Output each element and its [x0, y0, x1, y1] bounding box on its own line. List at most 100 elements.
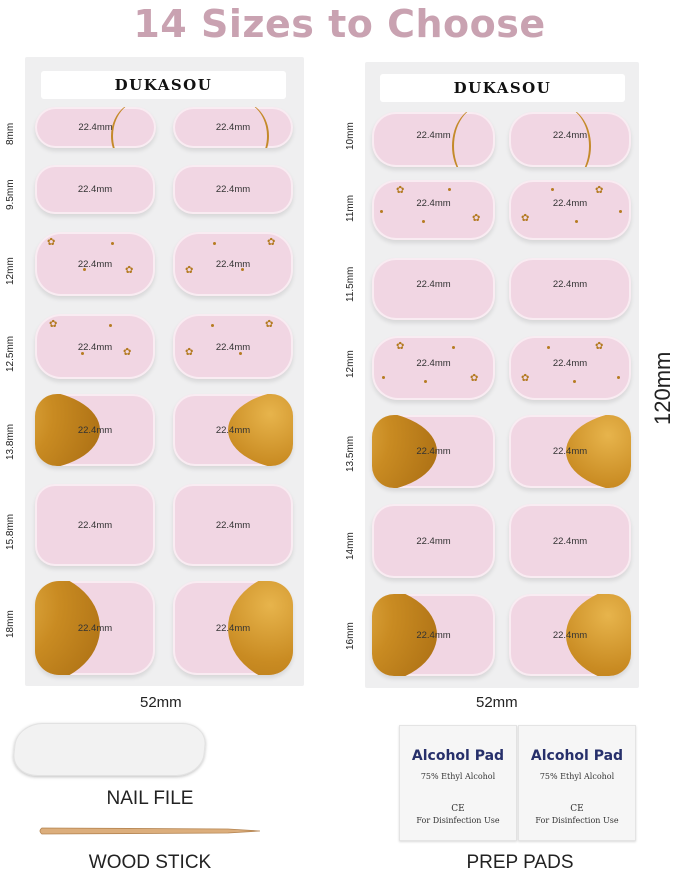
nail-sticker: 22.4mm	[372, 112, 495, 167]
flower-icon: ✿	[185, 265, 194, 276]
nail-sticker: 22.4mm	[35, 165, 155, 214]
size-label: 13.8mm	[5, 423, 16, 460]
nail-length-label: 22.4mm	[416, 279, 451, 290]
nail-sticker: 22.4mm	[372, 258, 495, 320]
nail-length-label: 22.4mm	[77, 259, 113, 270]
nail-length-label: 22.4mm	[416, 630, 451, 641]
nail-sticker: 22.4mm	[372, 504, 495, 578]
nail-length-label: 22.4mm	[416, 358, 451, 369]
brand-label: DUKASOU	[380, 74, 625, 102]
nail-length-label: 22.4mm	[77, 425, 113, 436]
nail-length-label: 22.4mm	[215, 623, 251, 634]
flower-icon: ✿	[521, 373, 530, 384]
nail-length-label: 22.4mm	[215, 520, 251, 531]
nail-sticker: ✿ ✿ 22.4mm	[372, 336, 495, 400]
nail-sticker: 22.4mm	[509, 112, 631, 167]
nail-sticker: ✿ ✿ 22.4mm	[35, 314, 155, 379]
nail-sticker: 22.4mm	[173, 581, 293, 675]
nail-sticker: 22.4mm	[173, 165, 293, 214]
nail-length-label: 22.4mm	[552, 630, 588, 641]
nail-file-image	[11, 723, 208, 776]
nail-length-label: 22.4mm	[77, 520, 113, 531]
nail-sticker: 22.4mm	[173, 107, 293, 148]
nail-sticker: 22.4mm	[35, 107, 156, 148]
flower-icon: ✿	[125, 265, 134, 276]
nail-sticker: 22.4mm	[35, 581, 155, 675]
nail-length-label: 22.4mm	[215, 342, 251, 353]
page-title: 14 Sizes to Choose	[133, 2, 546, 46]
nail-sticker: ✿ ✿ 22.4mm	[35, 232, 155, 296]
wood-stick-image	[39, 827, 260, 835]
size-label: 11.5mm	[345, 266, 356, 302]
nail-sticker: 22.4mm	[35, 394, 155, 466]
nail-sticker: 22.4mm	[509, 504, 631, 578]
size-label: 16mm	[345, 622, 356, 650]
nail-length-label: 22.4mm	[552, 279, 588, 290]
nail-sticker: 22.4mm	[509, 594, 631, 676]
nail-sticker: ✿ ✿ 22.4mm	[372, 180, 495, 240]
size-label: 12.5mm	[5, 335, 16, 372]
nail-length-label: 22.4mm	[416, 536, 451, 547]
nail-sticker: ✿ ✿ 22.4mm	[173, 232, 293, 296]
nail-length-label: 22.4mm	[416, 198, 451, 209]
pad-title: Alcohol Pad	[530, 748, 624, 764]
flower-icon: ✿	[185, 347, 194, 358]
nail-length-label: 22.4mm	[552, 130, 588, 141]
sheet-height-label: 120mm	[650, 351, 675, 425]
flower-icon: ✿	[595, 185, 604, 196]
size-label: 12mm	[345, 350, 356, 378]
left-width-label: 52mm	[140, 694, 182, 711]
size-label: 10mm	[345, 122, 356, 150]
size-label: 11mm	[345, 194, 356, 222]
nail-sticker: 22.4mm	[173, 394, 293, 466]
size-label: 12mm	[5, 257, 16, 285]
nail-sticker: ✿ ✿ 22.4mm	[173, 314, 293, 379]
nail-length-label: 22.4mm	[77, 623, 113, 634]
pad-use-text: For Disinfection Use	[416, 816, 500, 825]
pad-subtitle: 75% Ethyl Alcohol	[420, 772, 496, 781]
nail-sticker: 22.4mm	[509, 415, 631, 488]
ce-mark-icon: CE	[451, 804, 465, 814]
right-nail-sheet: DUKASOU 22.4mm 22.4mm ✿ ✿ 22.4mm ✿ ✿ 22.…	[365, 62, 639, 688]
alcohol-pad: Alcohol Pad 75% Ethyl Alcohol CE For Dis…	[518, 725, 636, 841]
flower-icon: ✿	[396, 185, 405, 196]
nail-length-label: 22.4mm	[215, 122, 251, 133]
nail-length-label: 22.4mm	[552, 198, 588, 209]
left-nail-sheet: DUKASOU 22.4mm 22.4mm 22.4mm 22.4mm ✿ ✿ …	[25, 57, 304, 686]
size-label: 13.5mm	[345, 435, 356, 472]
size-label: 14mm	[345, 532, 356, 560]
size-label: 15.8mm	[5, 513, 16, 550]
flower-icon: ✿	[49, 319, 58, 330]
nail-sticker: 22.4mm	[509, 258, 631, 320]
flower-icon: ✿	[123, 347, 132, 358]
size-label: 8mm	[5, 122, 16, 145]
nail-length-label: 22.4mm	[552, 358, 588, 369]
nail-length-label: 22.4mm	[215, 259, 251, 270]
ce-mark-icon: CE	[570, 804, 584, 814]
pad-subtitle: 75% Ethyl Alcohol	[539, 772, 615, 781]
size-label: 9.5mm	[5, 179, 16, 210]
nail-sticker: ✿ ✿ 22.4mm	[509, 336, 631, 400]
nail-sticker: ✿ ✿ 22.4mm	[509, 180, 631, 240]
nail-length-label: 22.4mm	[77, 184, 113, 195]
nail-length-label: 22.4mm	[77, 342, 113, 353]
nail-length-label: 22.4mm	[416, 130, 451, 141]
flower-icon: ✿	[521, 213, 530, 224]
flower-icon: ✿	[47, 237, 56, 248]
flower-icon: ✿	[595, 341, 604, 352]
pad-title: Alcohol Pad	[411, 748, 505, 764]
nail-length-label: 22.4mm	[552, 536, 588, 547]
nail-sticker: 22.4mm	[173, 484, 293, 566]
nail-length-label: 22.4mm	[215, 184, 251, 195]
flower-icon: ✿	[265, 319, 274, 330]
flower-icon: ✿	[267, 237, 276, 248]
nail-sticker: 22.4mm	[372, 415, 495, 488]
prep-pads-caption: PREP PADS	[466, 852, 574, 873]
size-label: 18mm	[5, 610, 16, 638]
pad-use-text: For Disinfection Use	[535, 816, 619, 825]
nail-length-label: 22.4mm	[552, 446, 588, 457]
wood-stick-caption: WOOD STICK	[88, 852, 212, 873]
nail-sticker: 22.4mm	[35, 484, 155, 566]
nail-length-label: 22.4mm	[416, 446, 451, 457]
nail-sticker: 22.4mm	[372, 594, 495, 676]
